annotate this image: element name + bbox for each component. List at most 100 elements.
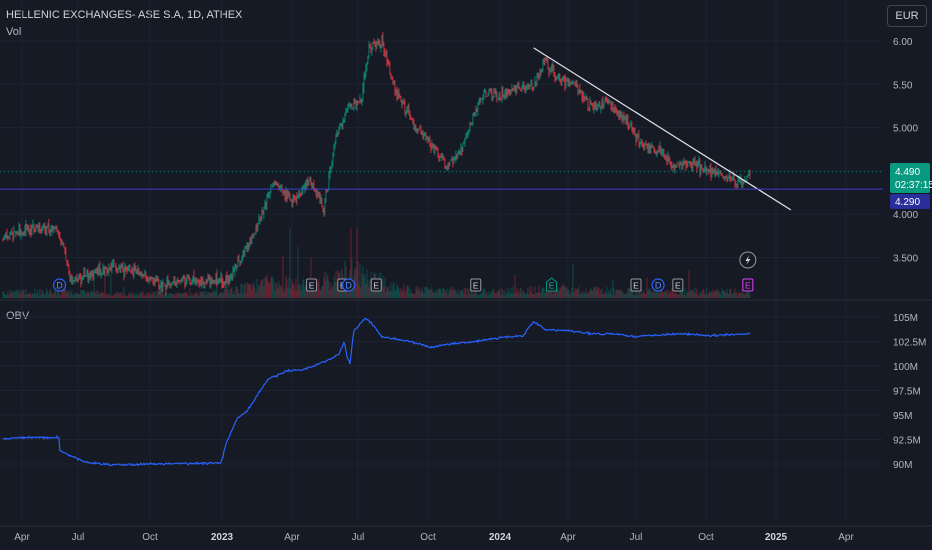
lightning-icon [745,255,751,265]
volume-bar [737,295,739,298]
volume-bar [12,292,14,298]
volume-bar [649,288,651,298]
volume-bar [722,290,724,298]
volume-bar [18,292,20,298]
currency-button[interactable]: EUR [887,5,927,27]
volume-bar [147,292,149,298]
volume-bar [538,284,540,298]
volume-bar [684,288,686,298]
volume-bar [570,292,572,298]
volume-bar [510,287,512,298]
volume-bar [486,291,488,298]
price-badges: 4.490 02:37:15 4.290 [890,163,932,209]
volume-bar [416,286,418,298]
volume-bar [366,268,368,298]
volume-bar [686,290,688,298]
volume-bar [655,289,657,298]
volume-bar [669,292,671,298]
volume-bar [400,288,402,298]
volume-bar [304,286,306,298]
volume-bar [293,284,295,298]
volume-bar [426,287,428,298]
volume-bar [564,287,566,298]
volume-bar [120,292,122,298]
volume-bar [657,291,659,298]
volume-bar [605,293,607,298]
volume-bar [190,295,192,298]
volume-bar [335,270,337,298]
volume-bar [719,292,721,298]
volume-bar [394,288,396,298]
volume-bar [199,291,201,298]
volume-bar [257,288,259,298]
volume-bar [244,282,246,298]
volume-bar [185,292,187,298]
volume-bar [358,284,360,298]
volume-bar [83,290,85,298]
volume-bar [399,291,401,298]
volume-bar [196,291,198,298]
volume-bar [733,292,735,298]
volume-bar [31,294,33,298]
time-tick-label: Apr [560,532,576,543]
volume-bar [250,284,252,298]
volume-bar [409,293,411,298]
volume-bar [280,285,282,298]
volume-bar [114,294,116,298]
volume-bar [420,292,422,298]
volume-bar [111,295,113,298]
last-price-badge [890,163,930,193]
volume-bar [546,292,548,298]
time-tick-label: Apr [838,532,854,543]
volume-bar [418,287,420,298]
volume-bar [262,278,264,298]
volume-bar [411,292,413,298]
volume-bar [285,276,287,298]
volume-bar [261,280,263,298]
volume-bar [635,289,637,298]
volume-bar [391,291,393,298]
volume-bar [407,285,409,298]
volume-bar [60,295,62,298]
volume-bar [61,290,63,298]
volume-bar [67,291,69,298]
volume-bar [214,291,216,298]
volume-bar [3,291,5,298]
volume-bar [8,295,10,298]
volume-bar [493,290,495,298]
volume-bar [724,291,726,298]
volume-bar [514,274,516,298]
volume-bar [85,294,87,298]
volume-bar [323,277,325,298]
volume-bar [173,293,175,298]
volume-bar [159,293,161,298]
volume-bar [388,290,390,298]
volume-bar [600,289,602,298]
volume-bar [424,287,426,298]
volume-bar [302,280,304,298]
volume-bar [313,288,315,298]
volume-bar [651,291,653,298]
earnings-marker [546,277,558,292]
volume-bar [38,295,40,298]
volume-bar [231,286,233,298]
volume-bar [501,288,503,298]
volume-bar [148,292,150,298]
volume-bar [363,277,365,298]
volume-bar [267,280,269,298]
volume-bar [664,290,666,298]
volume-bar [431,286,433,298]
volume-bar [408,287,410,298]
volume-bar [105,295,107,298]
volume-bar [277,288,279,298]
volume-bar [524,293,526,298]
volume-bar [295,278,297,298]
price-tick-label: 5.000 [893,124,918,135]
volume-bar [180,293,182,298]
volume-bar [43,293,45,298]
volume-bar [687,292,689,298]
dividend-marker [52,278,67,292]
volume-bar [209,293,211,298]
volume-bar [368,287,370,298]
